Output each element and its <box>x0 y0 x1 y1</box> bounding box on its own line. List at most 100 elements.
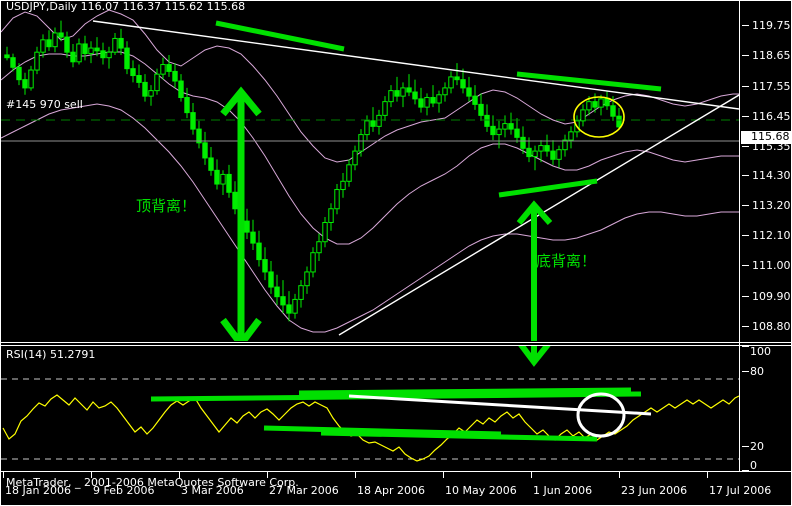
candle-body <box>478 103 484 116</box>
candle-body <box>244 220 250 233</box>
candle-body <box>376 114 382 127</box>
price-axis[interactable]: 119.75 118.65 117.55 116.45 115.35 114.30 113.… <box>740 1 791 345</box>
date-axis-label: 17 Jul 2006 <box>709 484 772 497</box>
date-axis[interactable]: 18 Jan 2006 9 Feb 2006 3 Mar 2006 27 Mar 20… <box>1 472 791 505</box>
candle-body <box>460 79 466 89</box>
candle-body <box>52 32 58 48</box>
candle-body <box>352 150 358 166</box>
candle-body <box>178 80 184 99</box>
candle-body <box>148 90 154 97</box>
candle-body <box>70 51 76 63</box>
candle-body <box>166 64 172 72</box>
candle-body <box>322 221 328 243</box>
candle-body <box>400 87 406 97</box>
price-axis-tick <box>742 115 749 117</box>
price-axis-tick <box>742 55 749 57</box>
candle-body <box>508 123 514 130</box>
date-axis-label: 10 May 2006 <box>445 484 517 497</box>
highlight-circle-rsi[interactable] <box>576 392 626 438</box>
candle-body <box>232 191 238 210</box>
price-axis-label: 117.55 <box>752 79 791 93</box>
rsi-drawn-line-upper-2[interactable] <box>298 387 632 396</box>
candle-body <box>208 157 214 171</box>
date-axis-tick <box>3 472 4 478</box>
candle-body <box>310 252 316 273</box>
rsi-trendline-white[interactable] <box>348 394 652 416</box>
candle-body <box>46 39 52 48</box>
candle-body <box>406 87 412 93</box>
candle-body <box>532 150 538 158</box>
candle-body <box>10 57 16 68</box>
pane-divider-bottom <box>1 345 791 346</box>
date-axis-label: 9 Feb 2006 <box>93 484 155 497</box>
rsi-line <box>2 394 739 462</box>
rsi-drawn-line-lower-2[interactable] <box>320 430 598 442</box>
bollinger-upper-band <box>1 10 739 163</box>
candle-body <box>94 47 100 52</box>
highlight-circle-price[interactable] <box>573 96 625 138</box>
candle-body <box>430 97 436 104</box>
candle-body <box>454 76 460 81</box>
rsi-drawn-line-upper[interactable] <box>150 391 642 402</box>
drawn-line-lower-green[interactable] <box>498 178 598 198</box>
rsi-axis-label: 20 <box>750 440 764 453</box>
candle-body <box>484 114 490 127</box>
candle-body <box>418 98 424 108</box>
bottom-divider <box>1 471 791 472</box>
price-chart-canvas <box>1 10 739 341</box>
candle-body <box>292 298 298 314</box>
pane-divider-top <box>1 342 791 343</box>
candle-body <box>568 131 574 141</box>
candle-body <box>328 208 334 223</box>
candle-body <box>334 189 340 210</box>
trendline-resistance-white[interactable] <box>92 20 739 110</box>
rsi-axis-tick <box>742 346 749 347</box>
candle-body <box>586 101 592 111</box>
candle-body <box>448 76 454 89</box>
drawn-line-upper-green-2[interactable] <box>516 71 662 92</box>
candle-body <box>202 142 208 159</box>
price-axis-label: 116.45 <box>752 109 791 123</box>
drawn-line-upper-green[interactable] <box>215 20 345 52</box>
candle-body <box>76 43 82 63</box>
candle-body <box>142 81 148 97</box>
candle-body <box>502 123 508 130</box>
candle-body <box>220 173 226 185</box>
candle-body <box>490 125 496 136</box>
candle-body <box>196 128 202 144</box>
candle-body <box>340 180 346 191</box>
divergence-arrow-bottom[interactable] <box>516 200 553 341</box>
date-axis-tick <box>91 472 92 478</box>
price-axis-label: 109.90 <box>752 289 791 303</box>
candle-body <box>130 68 136 77</box>
candle-body <box>256 242 262 261</box>
price-chart-pane[interactable] <box>1 10 739 341</box>
rsi-axis[interactable]: 100 80 20 0 <box>740 346 791 471</box>
candle-body <box>250 231 256 244</box>
candle-body <box>388 90 394 103</box>
candle-body <box>466 87 472 97</box>
date-axis-label: 18 Jan 2006 <box>5 484 71 497</box>
candle-body <box>364 120 370 136</box>
price-axis-tick <box>742 174 749 176</box>
candle-body <box>472 95 478 105</box>
copyright-label: MetaTrader, _ 2001-2006 MetaQuotes Softw… <box>6 476 299 489</box>
candle-body <box>520 136 526 149</box>
candle-body <box>580 109 586 122</box>
candle-body <box>184 97 190 114</box>
rsi-axis-label: 100 <box>750 345 771 358</box>
rsi-indicator-pane[interactable] <box>1 346 739 471</box>
date-axis-tick <box>267 472 268 478</box>
divergence-arrow-top[interactable] <box>220 86 262 341</box>
price-axis-label: 114.30 <box>752 168 791 182</box>
price-axis-label: 119.75 <box>752 19 791 33</box>
date-axis-tick <box>355 472 356 478</box>
axis-separator <box>739 1 740 471</box>
candle-body <box>358 134 364 152</box>
candle-body <box>514 128 520 138</box>
rsi-drawn-line-lower[interactable] <box>263 425 502 437</box>
rsi-axis-label: 80 <box>750 365 764 378</box>
candle-body <box>82 43 88 55</box>
date-axis-tick <box>179 472 180 478</box>
